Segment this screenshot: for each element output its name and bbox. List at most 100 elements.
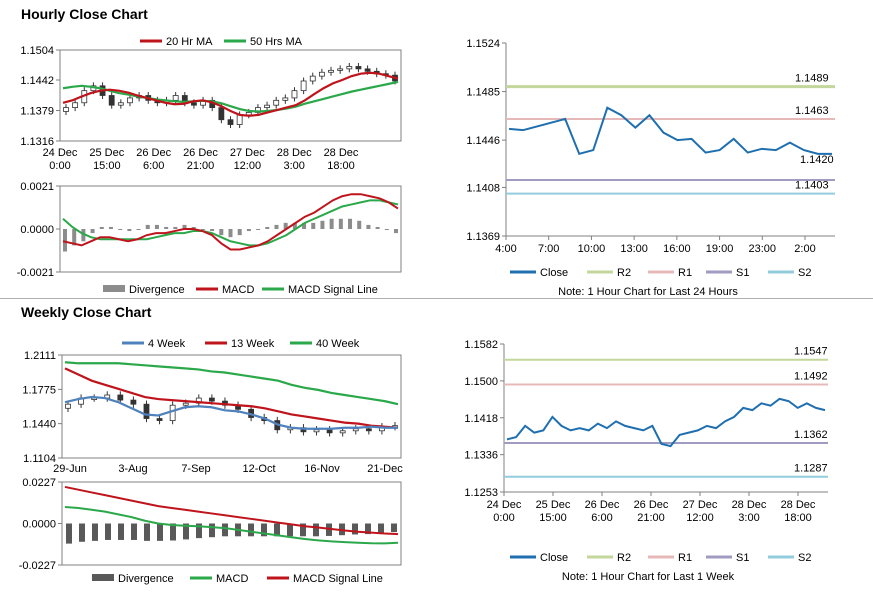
- weekly-macd-plot-frame: [61, 481, 402, 566]
- weekly-price-candle-body: [313, 429, 320, 433]
- weekly-macd-y-tick-label: -0.0227: [19, 560, 56, 572]
- hourly-macd-divergence-bar: [63, 229, 67, 252]
- hourly-price-candle-body: [291, 90, 298, 99]
- weekly-pivot-x-tick-label: 27 Dec: [683, 499, 718, 511]
- hourly-price-candle-body: [282, 97, 289, 101]
- hourly-macd-y-tick-label: 0.0000: [20, 224, 54, 236]
- weekly-price-y-tick-label: 1.1104: [23, 453, 56, 465]
- weekly-pivot-legend-label: S2: [798, 552, 811, 564]
- weekly-macd-divergence-bar: [365, 523, 371, 535]
- hourly-price-plot-frame: [59, 49, 402, 142]
- weekly-price-candle-body: [326, 429, 333, 434]
- weekly-macd-divergence-bar: [391, 523, 397, 533]
- weekly-pivot-legend-label: R1: [678, 552, 692, 564]
- hourly-price-candle-body: [218, 107, 225, 121]
- weekly-pivot-x-tick-label: 28 Dec: [732, 499, 767, 511]
- hourly-macd-divergence-bar: [256, 229, 261, 230]
- hourly-pivot-x-tick-label: 10:00: [578, 243, 606, 255]
- weekly-macd-legend-label: MACD: [216, 573, 248, 585]
- hourly-pivot-x-tick-label: 16:00: [663, 243, 691, 255]
- hourly-price-x-tick-label: 24 Dec: [43, 147, 78, 159]
- weekly-macd-divergence-bar: [300, 523, 306, 537]
- hourly-price-candle-body: [328, 69, 334, 73]
- hourly-macd-divergence-bar: [302, 222, 307, 229]
- weekly-macd-legend-swatch: [92, 574, 114, 581]
- weekly-pivot-legend-label: Close: [540, 552, 568, 564]
- hourly-macd-divergence-bar: [127, 229, 132, 232]
- weekly-macd-legend-label: Divergence: [118, 573, 174, 585]
- weekly-pivot-y-tick-label: 1.1582: [464, 339, 498, 351]
- hourly-macd-divergence-bar: [90, 229, 95, 234]
- weekly-macd-divergence-bar: [105, 523, 111, 540]
- weekly-macd-divergence-bar: [79, 523, 85, 542]
- weekly-price-candle-body: [156, 418, 163, 421]
- hourly-macd-divergence-bar: [72, 229, 77, 246]
- hourly-price-y-tick-label: 1.1379: [20, 106, 54, 118]
- hourly-price-x-tick-label: 3:00: [283, 160, 304, 172]
- hourly-macd-divergence-bar: [338, 218, 343, 229]
- hourly-price-legend-label: 50 Hrs MA: [250, 36, 303, 48]
- weekly-macd-divergence-bar: [170, 523, 176, 541]
- hourly-macd-divergence-bar: [228, 229, 233, 238]
- weekly-price-candle-body: [169, 404, 176, 421]
- hourly-macd-divergence-bar: [182, 224, 187, 229]
- weekly-pivot-x-tick-label: 3:00: [738, 512, 759, 524]
- hourly-price-x-tick-label: 26 Dec: [136, 147, 171, 159]
- hourly-pivot-legend-label: S1: [736, 267, 749, 279]
- weekly-macd-divergence-bar: [261, 523, 267, 537]
- hourly-price-x-tick-label: 15:00: [93, 160, 121, 172]
- hourly-price-candle-body: [227, 119, 234, 125]
- weekly-macd-line: [64, 506, 399, 545]
- weekly-price-candle-body: [365, 428, 372, 432]
- hourly-pivot-y-tick-label: 1.1408: [466, 182, 500, 194]
- hourly-price-y-tick-label: 1.1316: [20, 136, 54, 148]
- weekly-price-x-tick-label: 3-Aug: [118, 463, 147, 475]
- weekly-price-candle-body: [352, 428, 359, 432]
- weekly-price-legend-label: 13 Week: [231, 338, 275, 350]
- hourly-macd-divergence-bar: [384, 229, 389, 230]
- hourly-macd-divergence-bar: [329, 218, 334, 229]
- weekly-pivot-x-tick-label: 26 Dec: [634, 499, 669, 511]
- hourly-macd-divergence-bar: [366, 224, 371, 229]
- hourly-macd-legend-swatch: [103, 285, 125, 292]
- hourly-macd-divergence-bar: [246, 229, 251, 232]
- weekly-13-week-line: [64, 367, 399, 429]
- weekly-price-y-tick-label: 1.1775: [22, 384, 56, 396]
- hourly-price-legend-label: 20 Hr MA: [166, 36, 213, 48]
- weekly-pivot-y-tick-label: 1.1336: [464, 450, 498, 462]
- weekly-price-candle-body: [208, 397, 215, 402]
- hourly-price-candle-body: [300, 80, 307, 92]
- weekly-pivot-x-tick-label: 28 Dec: [781, 499, 816, 511]
- weekly-macd-divergence-bar: [248, 523, 254, 537]
- hourly-macd-divergence-bar: [375, 226, 380, 229]
- hourly-50hr-ma-line: [62, 80, 399, 113]
- hourly-pivot-close-label: 1.1420: [800, 154, 834, 166]
- weekly-macd-divergence-bar: [131, 523, 137, 540]
- hourly-macd-y-tick-label: -0.0021: [17, 267, 54, 279]
- hourly-pivot-level-r1-label: 1.1463: [795, 105, 829, 117]
- hourly-price-y-tick-label: 1.1442: [20, 75, 54, 87]
- hourly-price-candle-body: [72, 102, 79, 109]
- weekly-macd-signal-line: [64, 485, 399, 536]
- weekly-price-candle-body: [65, 403, 71, 409]
- hourly-macd-divergence-bar: [348, 218, 353, 229]
- hourly-price-x-tick-label: 28 Dec: [324, 147, 359, 159]
- weekly-pivot-y-tick-label: 1.1418: [464, 413, 498, 425]
- hourly-price-candle-body: [108, 95, 115, 106]
- hourly-pivot-level-r2-label: 1.1489: [795, 73, 829, 85]
- weekly-pivot-y-tick-label: 1.1500: [464, 376, 498, 388]
- weekly-pivot-x-tick-label: 6:00: [591, 512, 612, 524]
- hourly-price-candle-body: [264, 104, 270, 109]
- weekly-pivot-y-tick-label: 1.1253: [464, 487, 498, 499]
- weekly-macd-divergence-bar: [378, 523, 384, 534]
- hourly-price-x-tick-label: 28 Dec: [277, 147, 312, 159]
- hourly-macd-divergence-bar: [81, 229, 86, 242]
- hourly-price-x-tick-label: 21:00: [187, 160, 215, 172]
- weekly-pivot-x-tick-label: 15:00: [539, 512, 567, 524]
- weekly-macd-divergence-bar: [66, 523, 72, 544]
- hourly-macd-divergence-bar: [283, 222, 288, 229]
- weekly-price-candle-body: [130, 399, 137, 405]
- hourly-price-x-tick-label: 25 Dec: [89, 147, 124, 159]
- hourly-price-candle-body: [364, 68, 371, 72]
